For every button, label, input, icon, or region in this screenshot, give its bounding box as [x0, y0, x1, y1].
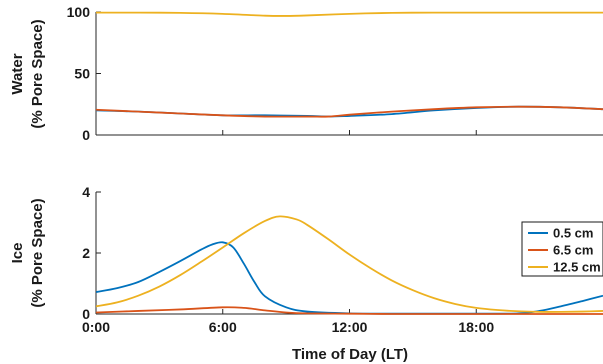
xtick-label: 18:00: [458, 319, 494, 335]
xtick-label: 12:00: [332, 319, 368, 335]
ice-ylabel-line1: Ice: [9, 243, 26, 264]
water-series-line-s2: [96, 105, 603, 118]
ice-series-line-s3: [96, 215, 603, 313]
water-ytick-label: 100: [67, 4, 91, 20]
xtick-label: 0:00: [82, 319, 110, 335]
ice-series-line-s2: [96, 306, 603, 315]
ice-panel: Ice (% Pore Space) Time of Day (LT) 0 2 4 0…: [9, 184, 603, 363]
water-ytick-label: 50: [74, 66, 90, 82]
ice-ytick-label: 0: [82, 306, 90, 322]
ice-ytick-label: 4: [82, 184, 90, 200]
x-axis-label: Time of Day (LT): [292, 346, 408, 363]
legend-label-s1: 0.5 cm: [553, 226, 593, 241]
ice-ytick-label: 2: [82, 245, 90, 261]
water-panel: Water (% Pore Space) 0 50 100: [9, 4, 603, 143]
water-ytick-label: 0: [82, 127, 90, 143]
ice-series-line-s1: [96, 241, 603, 315]
legend-label-s3: 12.5 cm: [553, 260, 601, 275]
water-ylabel-line2: (% Pore Space): [29, 19, 46, 128]
water-series-line-s3: [96, 11, 603, 17]
xtick-label: 6:00: [209, 319, 237, 335]
legend-label-s2: 6.5 cm: [553, 243, 593, 258]
ice-ylabel-line2: (% Pore Space): [29, 198, 46, 307]
water-ylabel-line1: Water: [9, 53, 26, 94]
legend: 0.5 cm 6.5 cm 12.5 cm: [521, 221, 603, 277]
